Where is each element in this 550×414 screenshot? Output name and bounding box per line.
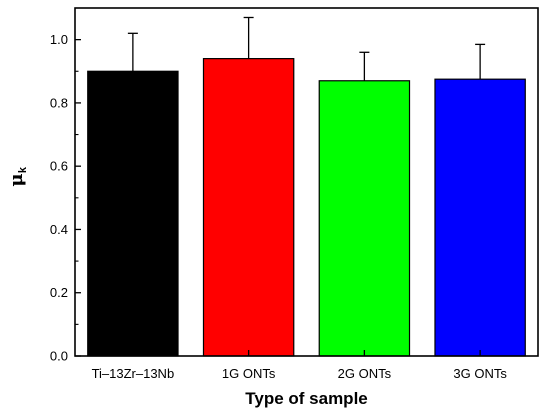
error-bar-1 bbox=[243, 16, 254, 59]
error-bar-2 bbox=[359, 51, 370, 81]
y-tick-label: 1.0 bbox=[50, 32, 68, 47]
x-axis: Ti–13Zr–13Nb 1G ONTs 2G ONTs 3G ONTs bbox=[92, 350, 507, 381]
x-tick-label: 3G ONTs bbox=[453, 366, 507, 381]
x-axis-title: Type of sample bbox=[245, 389, 368, 408]
y-tick-label: 0.8 bbox=[50, 95, 68, 110]
y-tick-label: 0.4 bbox=[50, 222, 68, 237]
bar-2 bbox=[318, 80, 411, 357]
plot-frame bbox=[74, 7, 539, 357]
x-tick-label: Ti–13Zr–13Nb bbox=[92, 366, 175, 381]
y-axis-title-subscript: k bbox=[17, 166, 29, 173]
y-tick-label: 0.6 bbox=[50, 159, 68, 174]
y-axis-title: μ k bbox=[6, 166, 29, 187]
y-axis: 0.0 0.2 0.4 0.6 0.8 1.0 bbox=[50, 32, 81, 364]
y-tick-label: 0.2 bbox=[50, 285, 68, 300]
bar-3 bbox=[434, 78, 526, 357]
x-tick-label: 2G ONTs bbox=[338, 366, 392, 381]
y-tick-label: 0.0 bbox=[50, 349, 68, 364]
bar-1 bbox=[202, 58, 295, 357]
y-axis-title-main: μ bbox=[6, 173, 27, 186]
x-tick-label: 1G ONTs bbox=[222, 366, 276, 381]
bar-0 bbox=[87, 70, 179, 357]
error-bar-0 bbox=[127, 32, 138, 72]
bars-layer bbox=[87, 58, 526, 357]
error-bars-layer bbox=[127, 16, 486, 81]
error-bar-3 bbox=[475, 43, 486, 80]
